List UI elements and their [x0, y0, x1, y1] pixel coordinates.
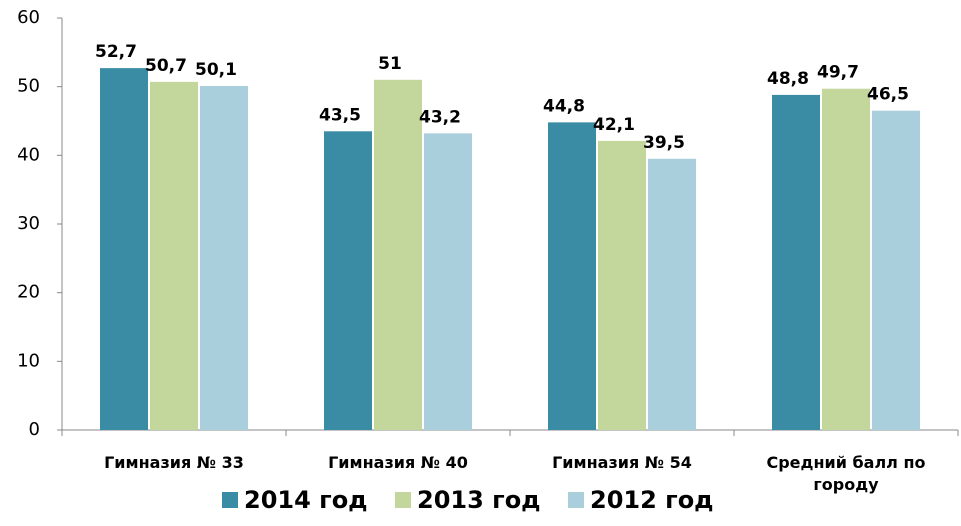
value-label: 42,1 — [593, 115, 635, 135]
value-label: 44,8 — [543, 96, 585, 116]
bar — [150, 81, 198, 431]
x-tick-label: Гимназия № 40 — [328, 453, 468, 472]
y-tick-label: 40 — [17, 144, 40, 165]
value-label: 46,5 — [867, 85, 909, 105]
x-tick-label: Гимназия № 33 — [104, 453, 244, 472]
x-tick-label: Средний балл по городу — [766, 453, 926, 494]
bar — [772, 94, 820, 430]
bar — [324, 131, 372, 431]
x-tick-label-box: Гимназия № 54 — [552, 453, 692, 472]
bar — [872, 110, 920, 430]
bar — [598, 140, 646, 430]
bar — [374, 79, 422, 431]
bar — [648, 158, 696, 430]
value-label: 43,5 — [319, 105, 361, 125]
bar — [548, 122, 596, 430]
value-label: 49,7 — [817, 63, 859, 83]
legend-swatch — [222, 492, 238, 508]
y-tick-label: 0 — [29, 419, 40, 440]
y-tick-label: 10 — [17, 350, 40, 371]
x-tick-label-box: Гимназия № 33 — [104, 453, 244, 472]
value-label: 43,2 — [419, 107, 461, 127]
value-label: 48,8 — [767, 69, 809, 89]
value-label: 39,5 — [643, 133, 685, 153]
bar — [100, 68, 148, 431]
value-label: 50,1 — [195, 60, 237, 80]
bar — [424, 133, 472, 431]
legend-swatch — [568, 492, 584, 508]
y-tick-label: 30 — [17, 213, 40, 234]
y-tick-label: 20 — [17, 282, 40, 303]
value-label: 51 — [378, 54, 402, 74]
legend-swatch — [395, 492, 411, 508]
x-tick-label-box: Средний балл по городу — [766, 453, 926, 494]
value-label: 50,7 — [145, 56, 187, 76]
x-tick-label-box: Гимназия № 40 — [328, 453, 468, 472]
bar — [822, 88, 870, 430]
value-label: 52,7 — [95, 42, 137, 62]
legend-label: 2013 год — [417, 486, 541, 514]
bar — [200, 85, 248, 430]
y-tick-label: 60 — [17, 7, 40, 28]
legend-label: 2014 год — [244, 486, 368, 514]
x-tick-label: Гимназия № 54 — [552, 453, 692, 472]
legend-label: 2012 год — [590, 486, 714, 514]
y-tick-label: 50 — [17, 76, 40, 97]
